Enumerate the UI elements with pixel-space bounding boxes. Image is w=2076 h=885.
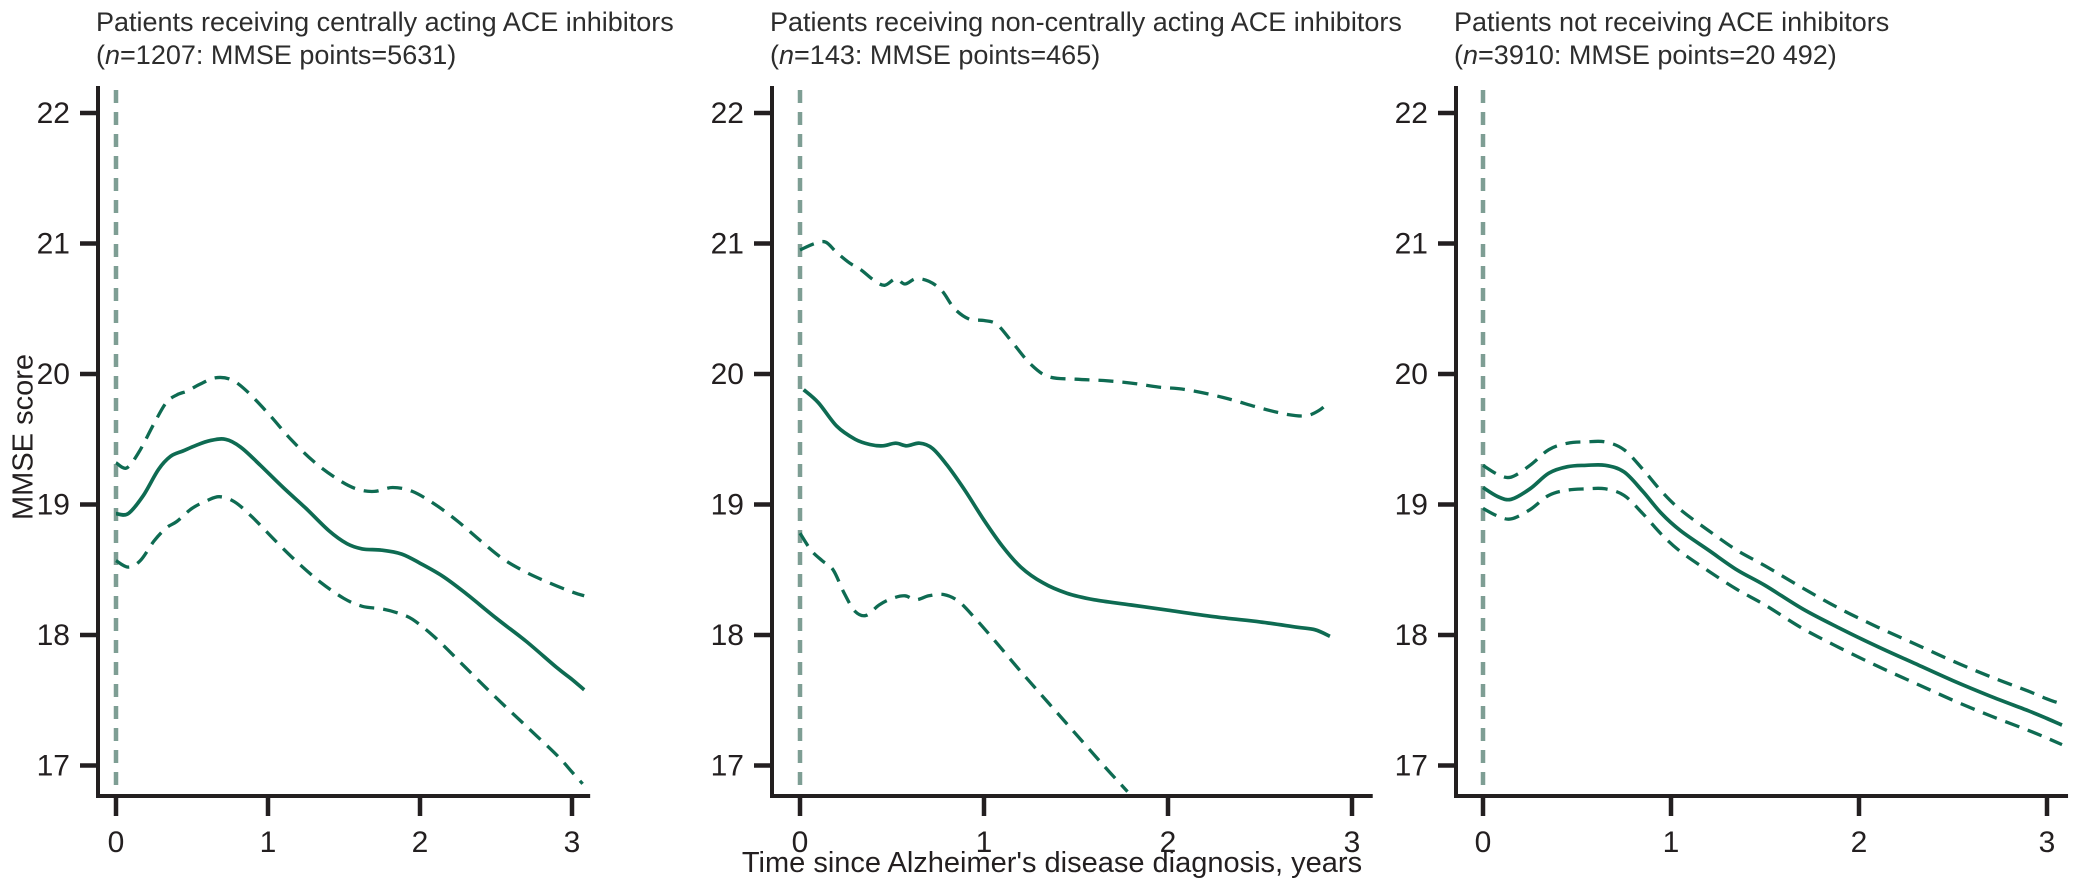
subtitle-n: n — [105, 40, 121, 70]
x-tick-label: 2 — [412, 826, 429, 859]
y-tick-label: 19 — [711, 489, 744, 522]
x-tick-label: 3 — [1344, 826, 1361, 859]
panel-title: Patients not receiving ACE inhibitors (n… — [1454, 6, 1889, 72]
x-tick-label: 1 — [260, 826, 277, 859]
y-tick-label: 20 — [37, 358, 70, 391]
chart-panel-2-canvas: 22 21 20 19 18 17 0 1 2 3 — [711, 86, 1373, 859]
x-tick-label: 3 — [564, 826, 581, 859]
mean-line — [802, 388, 1331, 638]
subtitle-prefix: ( — [770, 40, 779, 70]
upper-ci-line — [799, 239, 1331, 418]
panel-no-ace-inhibitors: Patients not receiving ACE inhibitors (n… — [1384, 0, 2076, 885]
y-tick-label: 21 — [37, 228, 70, 261]
y-tick-label: 22 — [711, 97, 744, 130]
y-tick-label: 18 — [37, 619, 70, 652]
panel-title: Patients receiving non-centrally acting … — [770, 6, 1402, 72]
x-tick-label: 1 — [1663, 826, 1680, 859]
y-tick-label: 17 — [1395, 750, 1428, 783]
x-axis-title: Time since Alzheimer's disease diagnosis… — [741, 847, 1363, 879]
upper-ci-line — [115, 375, 585, 598]
x-tick-label: 0 — [108, 826, 125, 859]
panel-title: Patients receiving centrally acting ACE … — [96, 6, 674, 72]
subtitle-n: n — [779, 40, 795, 70]
subtitle-rest: =3910: MMSE points=20 492) — [1478, 40, 1837, 70]
panel-centrally-acting: Patients receiving centrally acting ACE … — [0, 0, 692, 885]
x-tick-label: 2 — [1160, 826, 1177, 859]
subtitle-prefix: ( — [1454, 40, 1463, 70]
lower-ci-line — [115, 495, 584, 785]
y-tick-label: 18 — [1395, 619, 1428, 652]
panel-title-line2: (n=143: MMSE points=465) — [770, 39, 1402, 72]
x-tick-label: 2 — [1851, 826, 1868, 859]
y-tick-label: 21 — [1395, 228, 1428, 261]
x-tick-label: 0 — [792, 826, 809, 859]
y-tick-label: 22 — [37, 97, 70, 130]
panel-title-line1: Patients receiving non-centrally acting … — [770, 7, 1402, 37]
subtitle-rest: =143: MMSE points=465) — [794, 40, 1101, 70]
mean-line — [1481, 462, 2063, 727]
subtitle-prefix: ( — [96, 40, 105, 70]
panel-title-line1: Patients not receiving ACE inhibitors — [1454, 7, 1890, 37]
axes — [96, 86, 591, 798]
y-tick-label: 22 — [1395, 97, 1428, 130]
y-tick-label: 21 — [711, 228, 744, 261]
axes — [770, 86, 1373, 798]
y-tick-label: 20 — [711, 358, 744, 391]
x-tick-label: 1 — [976, 826, 993, 859]
subtitle-n: n — [1463, 40, 1479, 70]
chart-panel-3-canvas: 22 21 20 19 18 17 0 1 2 3 — [1395, 86, 2069, 859]
y-tick-label: 19 — [37, 489, 70, 522]
subtitle-rest: =1207: MMSE points=5631) — [120, 40, 457, 70]
lower-ci-line — [1482, 486, 2063, 747]
chart-panel-1-canvas: 22 21 20 19 18 17 0 1 2 3 — [37, 86, 591, 859]
y-tick-label: 17 — [711, 750, 744, 783]
panel-title-line1: Patients receiving centrally acting ACE … — [96, 7, 674, 37]
y-tick-label: 19 — [1395, 489, 1428, 522]
x-tick-label: 3 — [2039, 826, 2056, 859]
panel-title-line2: (n=3910: MMSE points=20 492) — [1454, 39, 1889, 72]
y-tick-label: 18 — [711, 619, 744, 652]
upper-ci-line — [1482, 439, 2063, 706]
mean-line — [115, 437, 586, 692]
y-tick-label: 17 — [37, 750, 70, 783]
panel-non-centrally-acting: Patients receiving non-centrally acting … — [692, 0, 1402, 885]
x-tick-label: 0 — [1475, 826, 1492, 859]
axes — [1454, 86, 2069, 798]
y-tick-label: 20 — [1395, 358, 1428, 391]
panel-title-line2: (n=1207: MMSE points=5631) — [96, 39, 674, 72]
lower-ci-line — [798, 532, 1129, 793]
